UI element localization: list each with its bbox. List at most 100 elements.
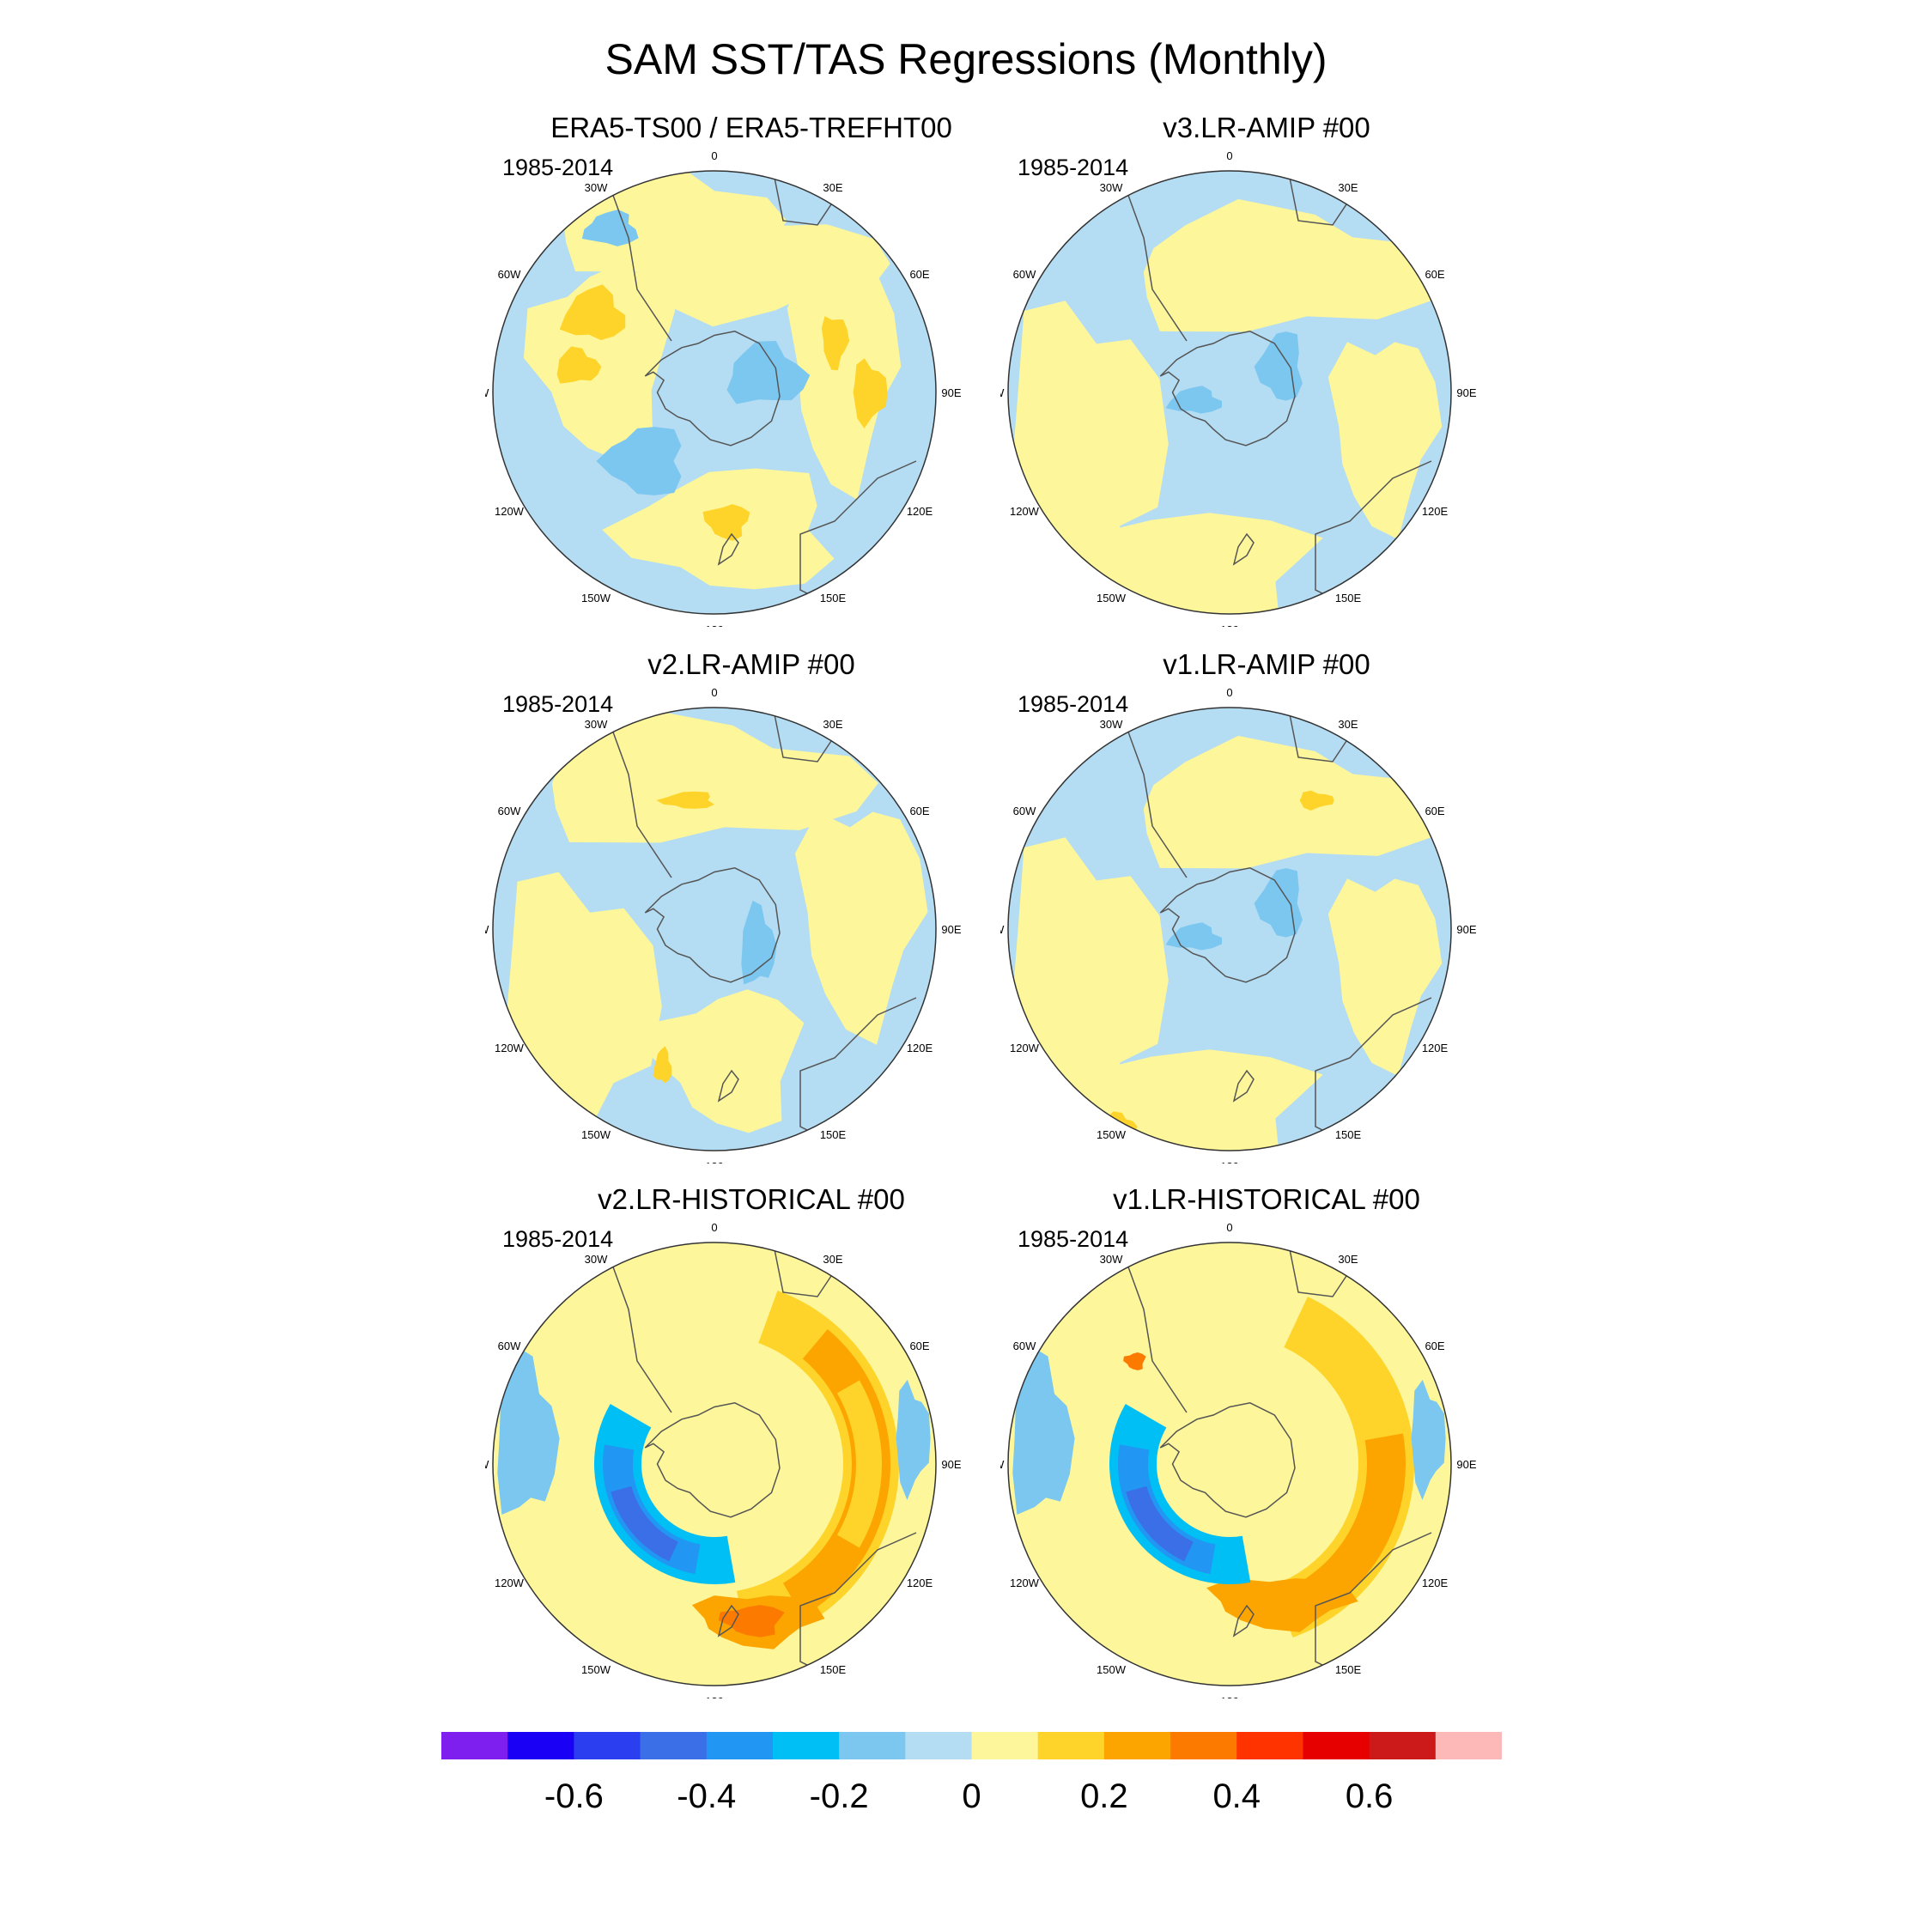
longitude-label: 90W <box>1000 386 1005 399</box>
longitude-label: 30E <box>823 718 842 731</box>
colorbar-tick-label: 0 <box>962 1777 981 1815</box>
colorbar-tick-label: -0.6 <box>544 1777 604 1815</box>
coastline-antarctica <box>644 331 781 447</box>
contour-region <box>559 284 626 341</box>
coastline-africa <box>1289 1249 1359 1297</box>
coastline-africa <box>774 1249 844 1297</box>
coastline-africa <box>1289 714 1359 762</box>
colorbar-swatch <box>1435 1732 1503 1759</box>
longitude-label: 30W <box>585 181 608 194</box>
contour-region <box>1254 331 1303 401</box>
panel-title: v1.LR-AMIP #00 <box>1163 648 1370 680</box>
longitude-label: 30E <box>823 1253 842 1266</box>
contour-region <box>581 210 639 246</box>
longitude-label: 30E <box>823 181 842 194</box>
contour-region <box>497 1346 560 1515</box>
colorbar-swatch <box>1037 1732 1105 1759</box>
coastline-south-america <box>611 190 672 342</box>
panel-period: 1985-2014 <box>502 155 614 180</box>
longitude-label: 0 <box>1226 149 1232 162</box>
longitude-label: 120E <box>1422 1042 1449 1054</box>
contour-region <box>718 1605 785 1637</box>
longitude-label: 30E <box>1338 718 1358 731</box>
longitude-label: 150W <box>581 1663 611 1676</box>
colorbar-svg: -0.6 -0.4 -0.2 0 0.2 0.4 0.6 <box>441 1732 1503 1815</box>
coastline-new-zealand <box>1232 1069 1255 1103</box>
longitude-label: 180 <box>705 1695 724 1698</box>
longitude-label: 60W <box>498 268 521 281</box>
longitude-label: 120W <box>495 505 525 518</box>
map-panel: v2.LR-AMIP #00 1985-2014 0 30E 60E 90E 120E 150… <box>485 648 1018 1163</box>
coastline-antarctica <box>644 1402 781 1518</box>
contour-band <box>1126 1485 1194 1562</box>
longitude-label: 60W <box>1013 805 1036 817</box>
contour-region <box>551 709 878 843</box>
panel-period: 1985-2014 <box>1018 1226 1129 1252</box>
map-border <box>492 170 937 615</box>
longitude-label: 120W <box>1010 1042 1040 1054</box>
coastline-australia <box>799 460 917 608</box>
longitude-label: 180 <box>1220 1695 1239 1698</box>
contour-band <box>611 1485 678 1562</box>
coastline-africa <box>1289 177 1359 226</box>
coastline-south-america <box>611 726 672 878</box>
polar-map: 0 30E 60E 90E 120E 150E 180 150W 120W 90W 60W 30W <box>485 1221 962 1698</box>
coastline-africa <box>774 177 844 226</box>
polar-map: 0 30E 60E 90E 120E 150E 180 150W 120W 90W 60W 30W <box>1000 1221 1477 1698</box>
coastline-australia <box>799 997 917 1145</box>
longitude-label: 60W <box>498 1340 521 1352</box>
longitude-label: 150E <box>1335 1128 1362 1141</box>
longitude-label: 120W <box>495 1042 525 1054</box>
longitude-label: 120E <box>1422 505 1449 518</box>
colorbar-swatch <box>640 1732 708 1759</box>
colorbar-tick-label: 0.2 <box>1080 1777 1128 1815</box>
panel-title: v2.LR-AMIP #00 <box>647 648 855 680</box>
map-panel: v2.LR-HISTORICAL #00 1985-2014 0 30E 60E 90E 1… <box>485 1183 1018 1698</box>
longitude-label: 60W <box>1013 268 1036 281</box>
colorbar-swatch <box>1369 1732 1437 1759</box>
coastline-antarctica <box>1159 1402 1296 1518</box>
longitude-label: 150E <box>1335 592 1362 605</box>
longitude-label: 60E <box>909 1340 929 1352</box>
contour-region <box>1254 868 1303 938</box>
longitude-label: 0 <box>711 686 717 699</box>
contour-region <box>1143 198 1451 332</box>
contour-region <box>821 316 850 371</box>
colorbar-swatch <box>971 1732 1039 1759</box>
longitude-label: 180 <box>705 623 724 627</box>
contour-region <box>596 427 682 495</box>
contour-region <box>1327 878 1443 1077</box>
longitude-label: 90W <box>485 1458 489 1471</box>
longitude-label: 120W <box>1010 1577 1040 1589</box>
longitude-label: 150W <box>1097 592 1127 605</box>
colorbar-swatch <box>706 1732 774 1759</box>
longitude-label: 90E <box>941 923 961 936</box>
contour-region <box>896 1379 931 1500</box>
polar-map: 0 30E 60E 90E 120E 150E 180 150W 120W 90W 60W 30W <box>485 686 962 1163</box>
coastline-antarctica <box>1159 867 1296 983</box>
coastline-new-zealand <box>717 1604 739 1637</box>
longitude-label: 30W <box>1100 181 1123 194</box>
coastline-south-america <box>1126 190 1188 342</box>
colorbar-swatch <box>507 1732 574 1759</box>
longitude-label: 120E <box>1422 1577 1449 1589</box>
colorbar-swatch <box>905 1732 972 1759</box>
colorbar-swatch <box>839 1732 906 1759</box>
longitude-label: 0 <box>711 149 717 162</box>
longitude-label: 120E <box>907 505 933 518</box>
contour-region <box>726 341 811 404</box>
contour-band <box>1298 1433 1406 1617</box>
colorbar-swatch <box>772 1732 840 1759</box>
panel-title: v3.LR-AMIP #00 <box>1163 112 1370 143</box>
coastline-south-america <box>1126 726 1188 878</box>
longitude-label: 60E <box>1425 268 1444 281</box>
coastline-new-zealand <box>1232 532 1255 566</box>
colorbar-swatch <box>441 1732 508 1759</box>
longitude-label: 150E <box>820 592 847 605</box>
contour-region <box>787 266 902 500</box>
coastline-australia <box>799 1532 917 1680</box>
map-border <box>1007 170 1452 615</box>
longitude-label: 150W <box>1097 1128 1127 1141</box>
colorbar-swatch <box>574 1732 641 1759</box>
contour-region <box>1206 1578 1358 1632</box>
